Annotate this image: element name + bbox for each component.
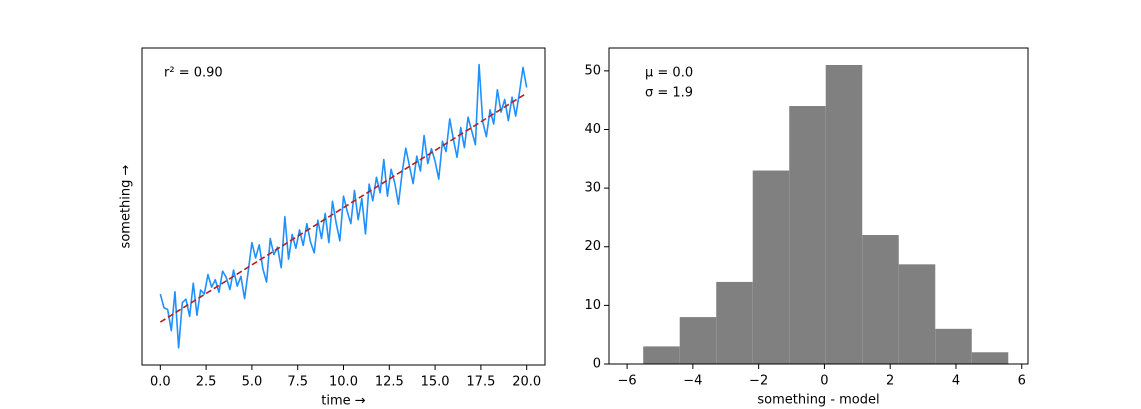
x-axis-label: time → (321, 394, 366, 409)
x-tick-label: 10.0 (329, 375, 358, 390)
x-tick-label: 2 (886, 374, 894, 389)
histogram-bar (825, 65, 863, 364)
x-tick-label: 12.5 (375, 375, 404, 390)
fit-line (159, 92, 528, 323)
histogram-bar (898, 264, 936, 364)
x-tick-label: 6 (1018, 374, 1026, 389)
histogram-bar (935, 328, 972, 364)
x-tick-label: 17.5 (466, 375, 495, 390)
x-tick-label: 7.5 (287, 375, 308, 390)
histogram-bar (862, 235, 899, 364)
annotation: σ = 1.9 (645, 86, 693, 101)
x-tick-label: 2.5 (196, 375, 217, 390)
annotation: μ = 0.0 (645, 66, 693, 81)
x-tick-label: 15.0 (421, 375, 450, 390)
y-axis-label: something → (119, 164, 134, 248)
x-tick-label: −2 (749, 374, 768, 389)
x-tick-label: 4 (952, 374, 960, 389)
y-tick-label: 30 (584, 181, 601, 196)
y-tick-label: 0 (593, 357, 601, 372)
x-tick-label: −4 (683, 374, 702, 389)
y-tick-label: 40 (584, 122, 601, 137)
x-tick-label: −6 (618, 374, 637, 389)
y-tick-label: 20 (584, 239, 601, 254)
y-tick-label: 10 (584, 298, 601, 313)
x-tick-label: 20.0 (512, 375, 541, 390)
data-line (159, 63, 528, 349)
annotation: r² = 0.90 (164, 66, 223, 81)
histogram-bar (789, 106, 826, 364)
histogram-bar (752, 170, 790, 364)
y-tick-label: 50 (584, 63, 601, 78)
histogram-bar (971, 352, 1009, 364)
histogram-bar (679, 317, 717, 364)
axes-frame (608, 47, 1029, 365)
axes-frame (141, 47, 546, 366)
histogram-bar (716, 281, 753, 364)
x-axis-label: something - model (757, 393, 879, 408)
x-tick-label: 5.0 (242, 375, 263, 390)
histogram-bar (643, 346, 680, 364)
x-tick-label: 0.0 (150, 375, 171, 390)
x-tick-label: 0 (820, 374, 828, 389)
